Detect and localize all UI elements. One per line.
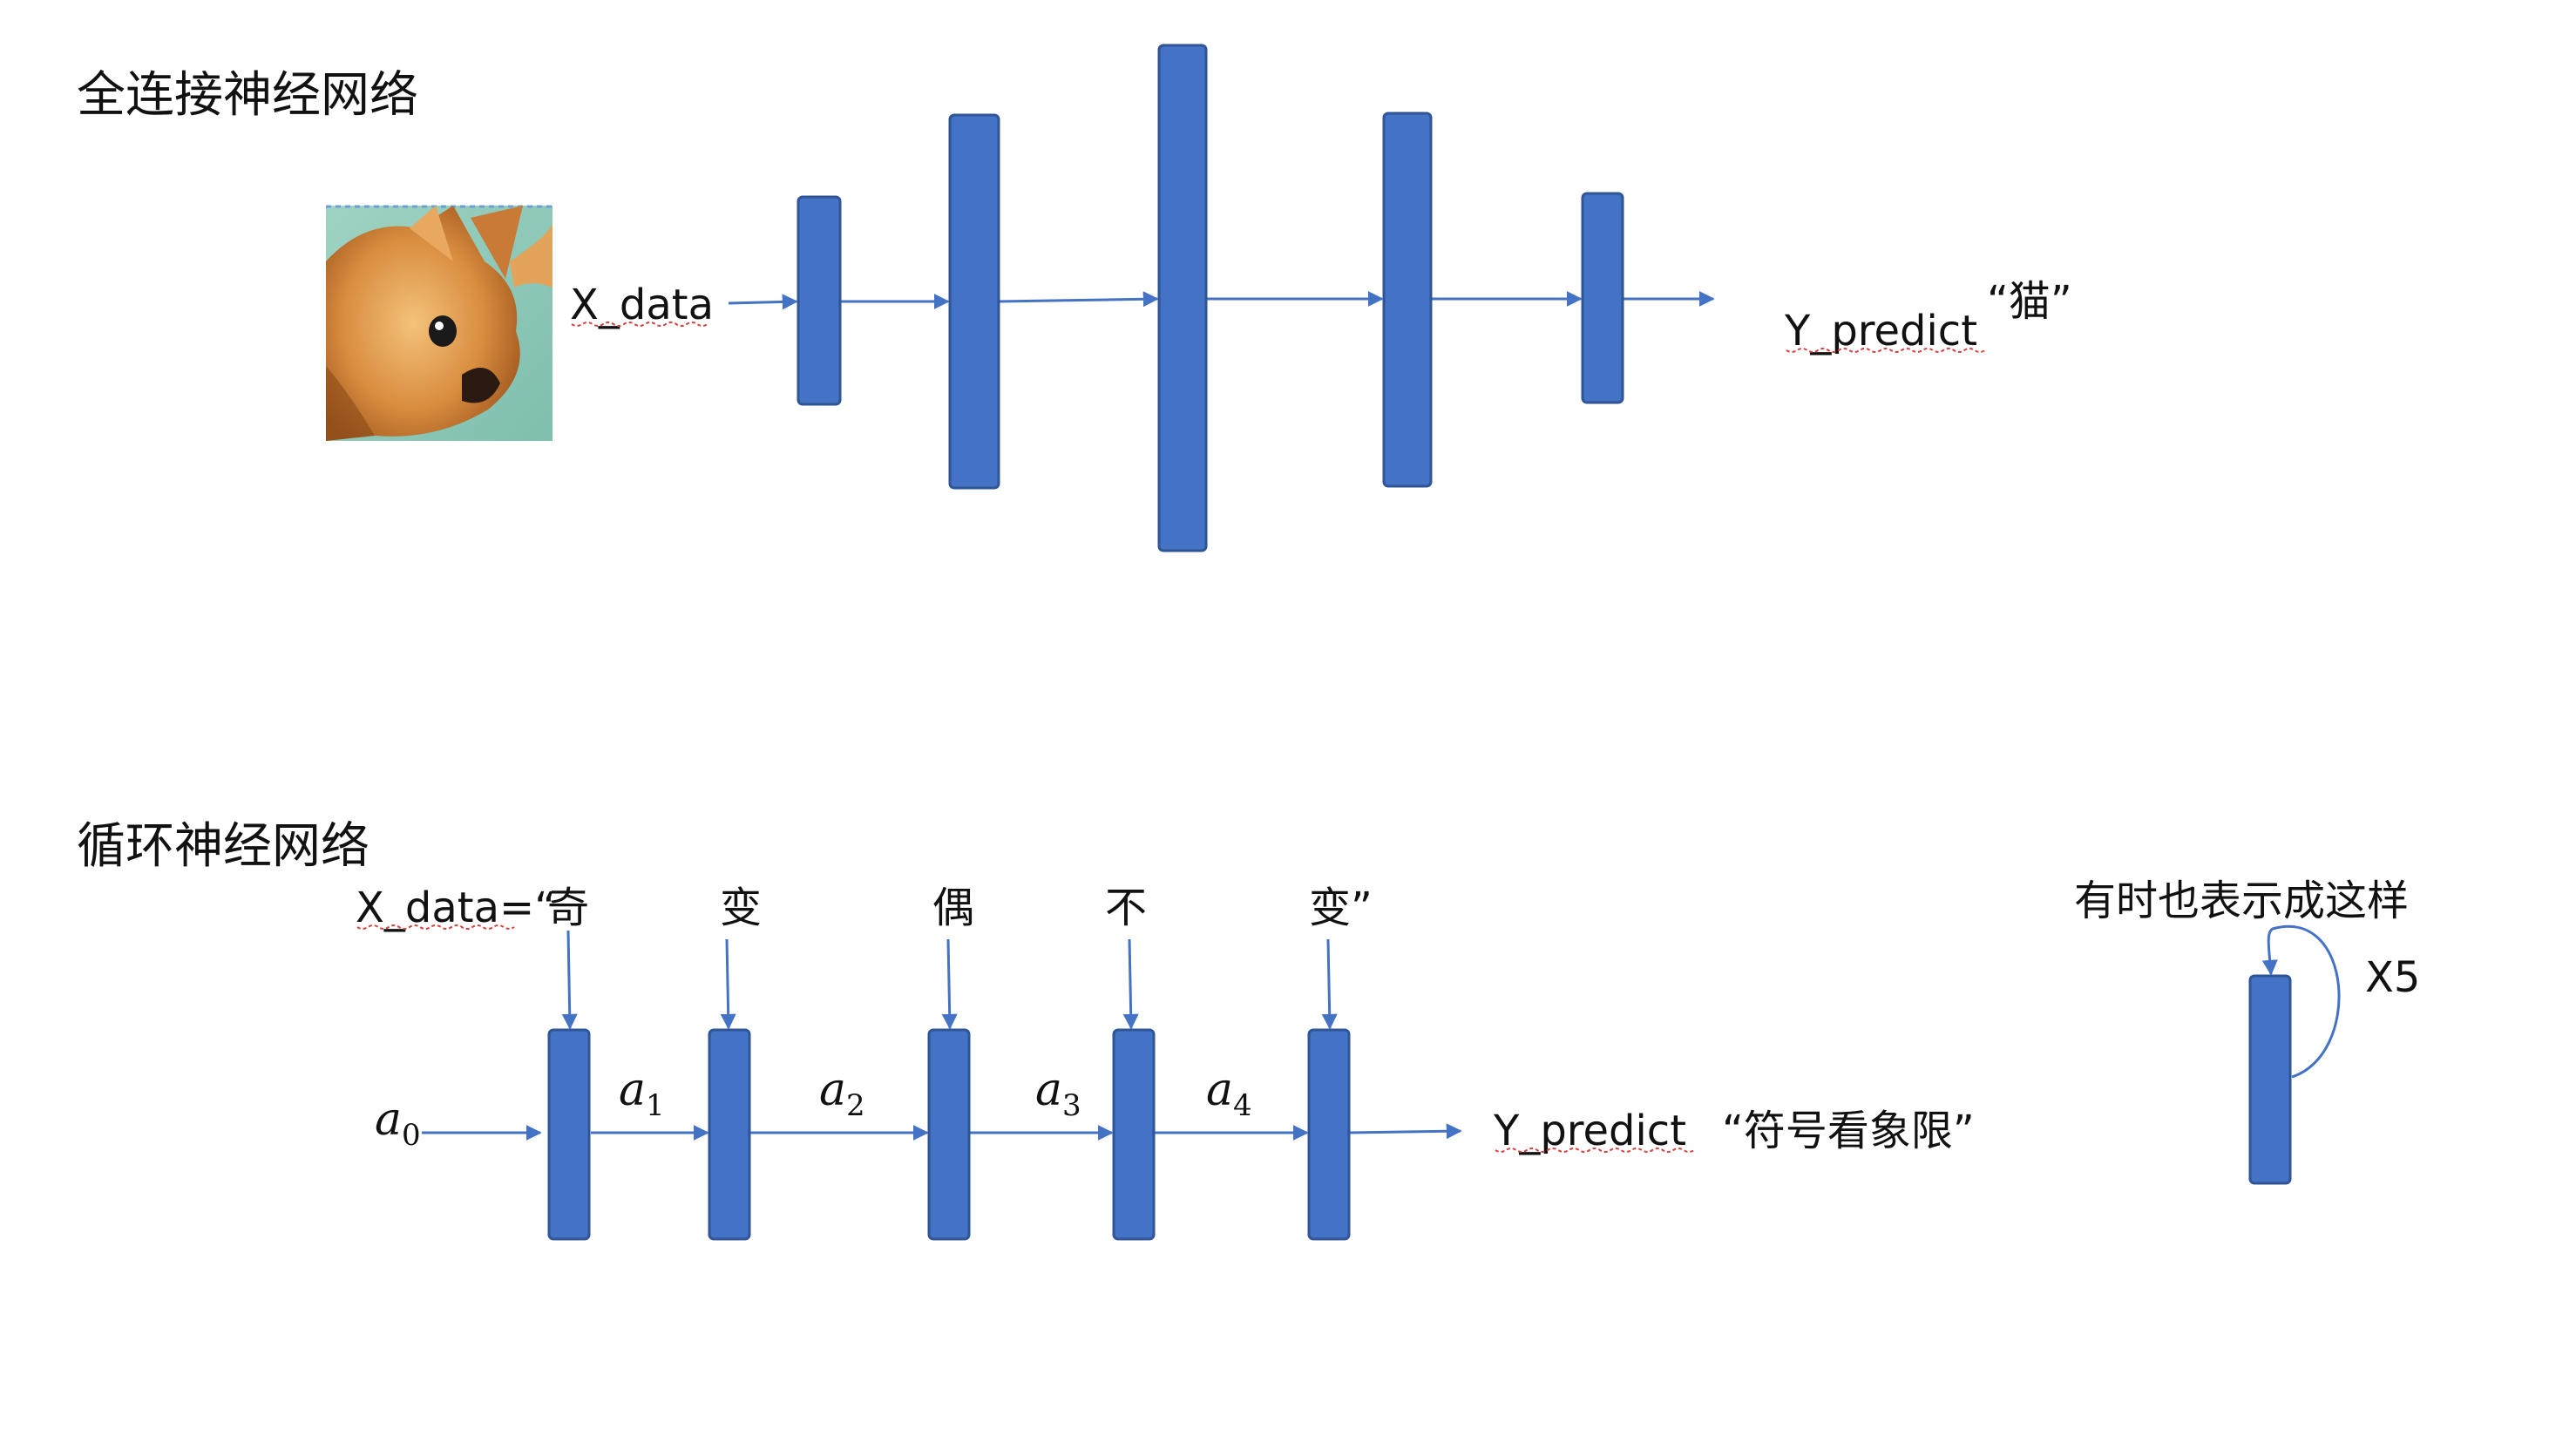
rnn-state-a4: a4 bbox=[1206, 1064, 1252, 1123]
fc-output-label: Y_predict bbox=[1784, 307, 1977, 355]
fc-layer-4 bbox=[1382, 112, 1433, 488]
rnn-title: 循环神经网络 bbox=[77, 818, 369, 875]
compact-caption: 有时也表示成这样 bbox=[2074, 877, 2409, 925]
rnn-input-1: 奇 bbox=[547, 884, 589, 932]
fc-input-label: X_data bbox=[570, 281, 714, 329]
fc-layer-3 bbox=[1157, 44, 1208, 552]
fc-layer-1 bbox=[797, 195, 842, 406]
fc-title: 全连接神经网络 bbox=[77, 67, 418, 124]
rnn-input-arrow-5 bbox=[1321, 938, 1338, 1030]
rnn-input-arrow-3 bbox=[941, 938, 958, 1030]
rnn-state-a0: a0 bbox=[375, 1094, 421, 1153]
compact-rnn-cell bbox=[2248, 974, 2292, 1185]
rnn-cell-4 bbox=[1112, 1028, 1156, 1241]
rnn-state-a1: a1 bbox=[619, 1064, 665, 1123]
rnn-input-prefix: X_data=“ bbox=[356, 884, 556, 932]
rnn-cell-1 bbox=[547, 1028, 591, 1241]
fc-arrow-2 bbox=[998, 291, 1159, 308]
fc-output-value: “猫” bbox=[1987, 277, 2072, 326]
rnn-cell-2 bbox=[708, 1028, 751, 1241]
rnn-cell-3 bbox=[927, 1028, 971, 1241]
rnn-input-2: 变 bbox=[720, 884, 762, 932]
rnn-output-label: Y_predict bbox=[1493, 1107, 1686, 1155]
fc-layer-2 bbox=[948, 113, 1000, 490]
compact-repeat-label: X5 bbox=[2365, 953, 2420, 1002]
rnn-output-arrow bbox=[1348, 1123, 1462, 1140]
rnn-state-a2: a2 bbox=[819, 1064, 865, 1123]
rnn-input-5: 变” bbox=[1309, 884, 1373, 932]
fc-arrow-in bbox=[728, 294, 798, 310]
rnn-input-3: 偶 bbox=[932, 884, 974, 932]
compact-loop-arrow bbox=[2261, 924, 2341, 1079]
rnn-input-arrow-2 bbox=[720, 938, 736, 1030]
rnn-cell-5 bbox=[1307, 1028, 1351, 1241]
rnn-input-arrow-1 bbox=[561, 930, 578, 1030]
rnn-output-value: “符号看象限” bbox=[1722, 1107, 1975, 1155]
fc-layer-5 bbox=[1581, 192, 1624, 404]
cat-image bbox=[326, 205, 552, 441]
rnn-state-a3: a3 bbox=[1035, 1064, 1081, 1123]
rnn-input-4: 不 bbox=[1105, 884, 1147, 932]
rnn-input-arrow-4 bbox=[1122, 938, 1139, 1030]
